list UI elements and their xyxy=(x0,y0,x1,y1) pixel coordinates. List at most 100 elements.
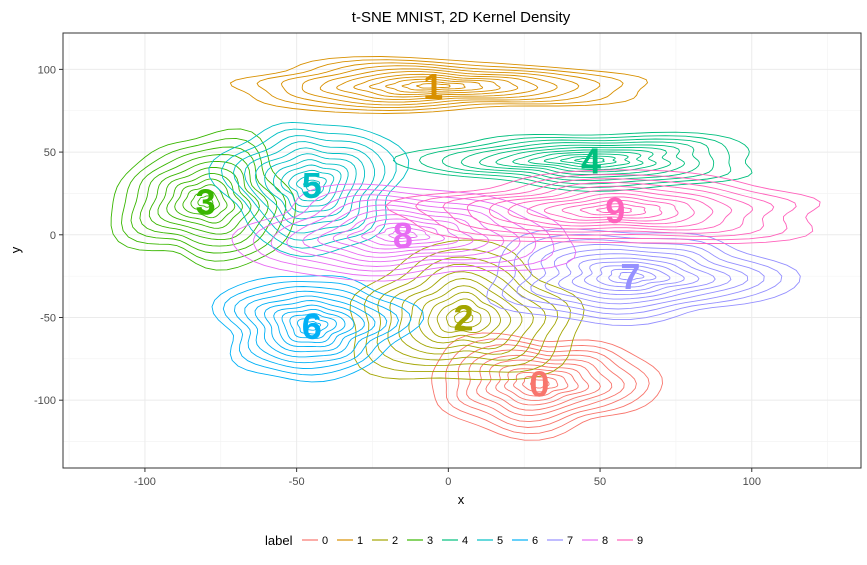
cluster-label-3: 3 xyxy=(196,182,216,223)
legend-label-5: 5 xyxy=(497,535,503,547)
contour-line-2 xyxy=(453,310,474,324)
contours xyxy=(110,56,821,441)
contour-line-6 xyxy=(289,313,337,339)
contour-line-2 xyxy=(376,256,559,367)
cluster-label-7: 7 xyxy=(620,256,640,297)
contour-line-4 xyxy=(543,153,631,168)
legend-label-6: 6 xyxy=(532,535,538,547)
contour-line-1 xyxy=(319,68,558,103)
x-axis: -100 -50 0 50 100 xyxy=(134,468,761,488)
contour-line-4 xyxy=(495,147,672,175)
contour-line-4 xyxy=(460,141,700,182)
contour-line-9 xyxy=(561,199,663,219)
contour-line-9 xyxy=(595,206,632,214)
legend-label-8: 8 xyxy=(602,535,608,547)
cluster-label-2: 2 xyxy=(454,297,474,338)
contour-line-7 xyxy=(618,271,645,281)
contour-group-7 xyxy=(486,228,801,327)
contour-line-8 xyxy=(317,209,490,258)
contour-group-1 xyxy=(229,56,649,114)
y-tick-label: 50 xyxy=(44,147,56,159)
contour-line-3 xyxy=(148,160,260,241)
contour-group-9 xyxy=(385,169,821,244)
contour-line-4 xyxy=(560,155,617,166)
contour-line-4 xyxy=(527,151,644,171)
contour-line-7 xyxy=(501,233,783,321)
contour-line-5 xyxy=(303,179,321,192)
cluster-labels: 0 1 2 3 4 5 6 7 8 9 xyxy=(196,66,641,405)
contour-line-6 xyxy=(254,295,376,358)
contour-group-4 xyxy=(392,131,753,192)
contour-line-1 xyxy=(368,76,501,96)
y-tick-label: 0 xyxy=(50,230,56,242)
cluster-label-1: 1 xyxy=(423,66,443,107)
legend-label-2: 2 xyxy=(392,535,398,547)
contour-line-0 xyxy=(530,379,550,389)
contour-line-3 xyxy=(121,137,287,262)
contour-line-0 xyxy=(445,338,650,435)
contour-group-8 xyxy=(231,183,577,282)
contour-line-6 xyxy=(281,308,346,344)
contour-line-5 xyxy=(296,175,327,196)
contour-group-2 xyxy=(349,239,585,381)
cluster-label-6: 6 xyxy=(302,306,322,347)
contour-line-5 xyxy=(288,169,335,202)
contour-line-7 xyxy=(596,265,671,288)
contour-line-5 xyxy=(244,141,376,234)
contour-line-0 xyxy=(513,372,569,397)
contour-line-0 xyxy=(495,364,590,406)
contour-line-5 xyxy=(233,135,386,241)
contour-line-7 xyxy=(608,268,657,284)
contour-line-0 xyxy=(431,332,663,441)
cluster-label-4: 4 xyxy=(581,140,601,181)
contour-line-1 xyxy=(280,62,601,109)
contour-group-5 xyxy=(208,121,410,257)
legend-label-9: 9 xyxy=(637,535,643,547)
contour-line-8 xyxy=(332,214,474,254)
cluster-label-8: 8 xyxy=(393,215,413,256)
contour-line-3 xyxy=(190,190,220,213)
contour-group-6 xyxy=(211,275,425,383)
contour-line-0 xyxy=(466,349,625,423)
contour-line-8 xyxy=(231,183,577,282)
contour-line-6 xyxy=(273,304,355,348)
contour-line-3 xyxy=(130,146,278,254)
chart-title: t-SNE MNIST, 2D Kernel Density xyxy=(352,9,571,26)
contour-line-1 xyxy=(301,65,580,106)
contour-line-3 xyxy=(157,167,252,235)
contour-line-3 xyxy=(139,154,269,247)
legend-title: label xyxy=(265,533,293,548)
contour-line-9 xyxy=(415,174,797,241)
contour-line-9 xyxy=(466,181,753,234)
contour-line-8 xyxy=(361,222,446,246)
plot-panel-border xyxy=(62,32,862,469)
y-tick-label: 100 xyxy=(38,64,56,76)
x-axis-title: x xyxy=(458,492,465,507)
contour-line-6 xyxy=(297,317,329,335)
contour-line-9 xyxy=(543,196,679,222)
contour-line-0 xyxy=(476,354,613,417)
contour-line-6 xyxy=(211,275,425,383)
contour-line-1 xyxy=(385,78,484,93)
contour-line-6 xyxy=(303,321,321,331)
x-tick-label: -50 xyxy=(289,476,305,488)
contour-line-5 xyxy=(273,159,349,213)
cluster-label-0: 0 xyxy=(529,364,549,405)
x-tick-label: 100 xyxy=(743,476,761,488)
contour-line-5 xyxy=(280,164,342,207)
contour-line-6 xyxy=(263,300,365,353)
contour-line-9 xyxy=(579,203,647,216)
contour-line-7 xyxy=(557,253,716,300)
contour-line-9 xyxy=(526,193,695,225)
contour-line-1 xyxy=(415,83,451,89)
cluster-label-5: 5 xyxy=(302,165,322,206)
contour-line-5 xyxy=(264,153,357,220)
contour-line-2 xyxy=(387,263,547,361)
contour-line-5 xyxy=(254,147,366,227)
contour-line-1 xyxy=(336,71,539,101)
contour-line-5 xyxy=(221,128,397,249)
contour-line-1 xyxy=(401,81,466,91)
contour-line-1 xyxy=(229,56,649,114)
contour-line-9 xyxy=(442,178,775,237)
contour-line-2 xyxy=(436,298,492,334)
